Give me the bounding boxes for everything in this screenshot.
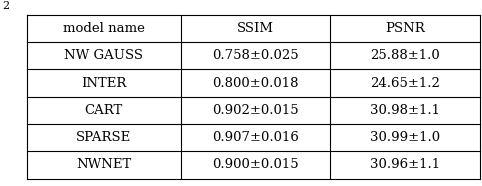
Text: NWNET: NWNET bbox=[76, 158, 131, 171]
Text: 24.65±1.2: 24.65±1.2 bbox=[370, 77, 440, 90]
Text: 25.88±1.0: 25.88±1.0 bbox=[370, 49, 440, 62]
Text: 30.99±1.0: 30.99±1.0 bbox=[370, 131, 440, 144]
Text: 30.96±1.1: 30.96±1.1 bbox=[370, 158, 440, 171]
Text: 0.902±0.015: 0.902±0.015 bbox=[212, 104, 299, 117]
Text: 0.758±0.025: 0.758±0.025 bbox=[212, 49, 299, 62]
Text: NW GAUSS: NW GAUSS bbox=[64, 49, 143, 62]
Text: SSIM: SSIM bbox=[237, 22, 274, 35]
Text: 0.900±0.015: 0.900±0.015 bbox=[212, 158, 299, 171]
Text: 0.800±0.018: 0.800±0.018 bbox=[212, 77, 298, 90]
Text: model name: model name bbox=[63, 22, 145, 35]
Text: 2: 2 bbox=[2, 1, 10, 11]
Text: CART: CART bbox=[84, 104, 122, 117]
Text: PSNR: PSNR bbox=[385, 22, 425, 35]
Text: INTER: INTER bbox=[81, 77, 126, 90]
Text: 0.907±0.016: 0.907±0.016 bbox=[212, 131, 299, 144]
Text: SPARSE: SPARSE bbox=[76, 131, 131, 144]
Text: 30.98±1.1: 30.98±1.1 bbox=[370, 104, 440, 117]
